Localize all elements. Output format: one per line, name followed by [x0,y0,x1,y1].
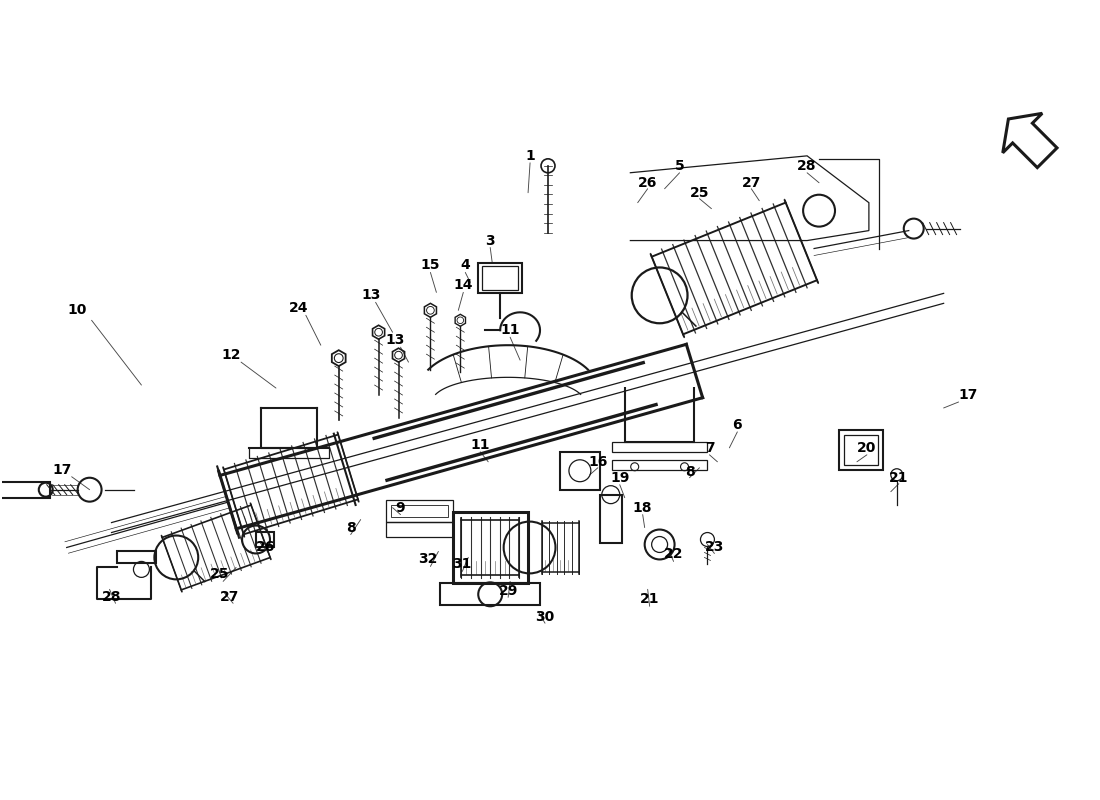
Text: 8: 8 [345,521,355,534]
Text: 14: 14 [453,278,473,292]
Bar [612,460,707,470]
Text: 4: 4 [461,258,470,273]
Text: 13: 13 [361,288,381,302]
Text: 13: 13 [386,334,405,347]
Bar [390,505,449,517]
Text: 8: 8 [684,465,694,478]
Text: 20: 20 [857,441,877,455]
Text: 31: 31 [452,558,472,571]
Text: 1: 1 [525,149,535,163]
Text: 32: 32 [418,553,437,566]
Text: 23: 23 [705,541,724,554]
Bar [386,500,453,522]
Text: 26: 26 [256,541,276,554]
Text: 10: 10 [67,303,86,318]
Bar [453,512,528,583]
Text: 21: 21 [889,470,909,485]
Bar [386,522,453,537]
Text: 15: 15 [420,258,440,273]
Text: 17: 17 [959,388,978,402]
Text: 11: 11 [471,438,490,452]
Text: 21: 21 [640,592,659,606]
Text: 27: 27 [741,176,761,190]
Text: 11: 11 [500,323,520,338]
Text: 7: 7 [705,441,714,455]
Text: 19: 19 [610,470,629,485]
Text: 30: 30 [536,610,554,624]
Text: 28: 28 [798,159,817,173]
Text: 25: 25 [690,186,710,200]
Bar [560,452,600,490]
Text: 22: 22 [663,547,683,562]
Text: 26: 26 [638,176,658,190]
Bar [478,263,522,294]
Bar [612,442,707,452]
Bar [600,494,621,542]
Bar [256,531,274,547]
Bar [482,266,518,290]
Text: 12: 12 [221,348,241,362]
Text: 18: 18 [632,501,652,514]
Bar [844,435,878,465]
Bar [117,551,156,563]
Text: 24: 24 [289,302,309,315]
Text: 17: 17 [52,462,72,477]
Text: 9: 9 [396,501,405,514]
Text: 28: 28 [102,590,121,604]
Text: 3: 3 [485,234,495,247]
Text: 29: 29 [498,584,518,598]
Text: 27: 27 [219,590,239,604]
Text: 25: 25 [209,567,229,582]
Text: 6: 6 [733,418,742,432]
Bar [0,482,50,498]
Text: 5: 5 [674,159,684,173]
Bar [839,430,883,470]
Text: 16: 16 [588,454,607,469]
